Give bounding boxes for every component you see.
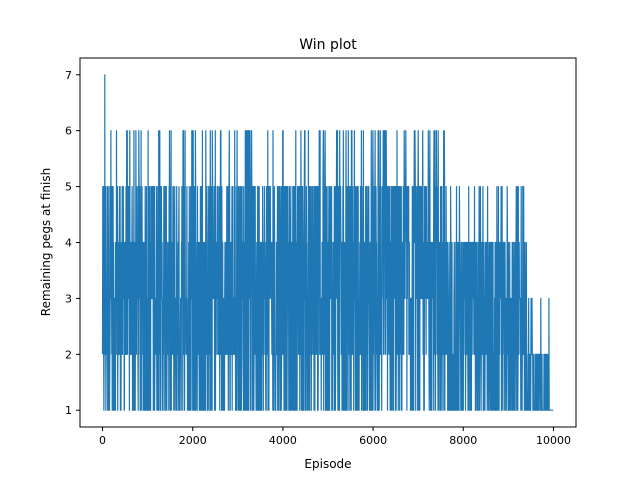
- series-line: [101, 74, 554, 411]
- x-tick-label: 0: [99, 434, 106, 447]
- y-tick-label: 5: [65, 181, 72, 194]
- y-axis-label: Remaining pegs at finish: [39, 168, 53, 316]
- x-axis-label: Episode: [304, 457, 351, 471]
- y-tick-label: 7: [65, 69, 72, 82]
- series-layer: [101, 74, 554, 411]
- x-tick-label: 6000: [359, 434, 387, 447]
- y-tick-label: 6: [65, 125, 72, 138]
- x-tick-label: 4000: [269, 434, 297, 447]
- chart-title: Win plot: [299, 37, 357, 53]
- x-tick-label: 8000: [449, 434, 477, 447]
- y-ticks: 1 2 3 4 5 6 7: [65, 69, 80, 417]
- y-tick-label: 1: [65, 404, 72, 417]
- x-ticks: 0 2000 4000 6000 8000 10000: [99, 427, 571, 447]
- x-tick-label: 2000: [179, 434, 207, 447]
- y-tick-label: 2: [65, 348, 72, 361]
- y-tick-label: 4: [65, 237, 72, 250]
- y-tick-label: 3: [65, 292, 72, 305]
- x-tick-label: 10000: [536, 434, 571, 447]
